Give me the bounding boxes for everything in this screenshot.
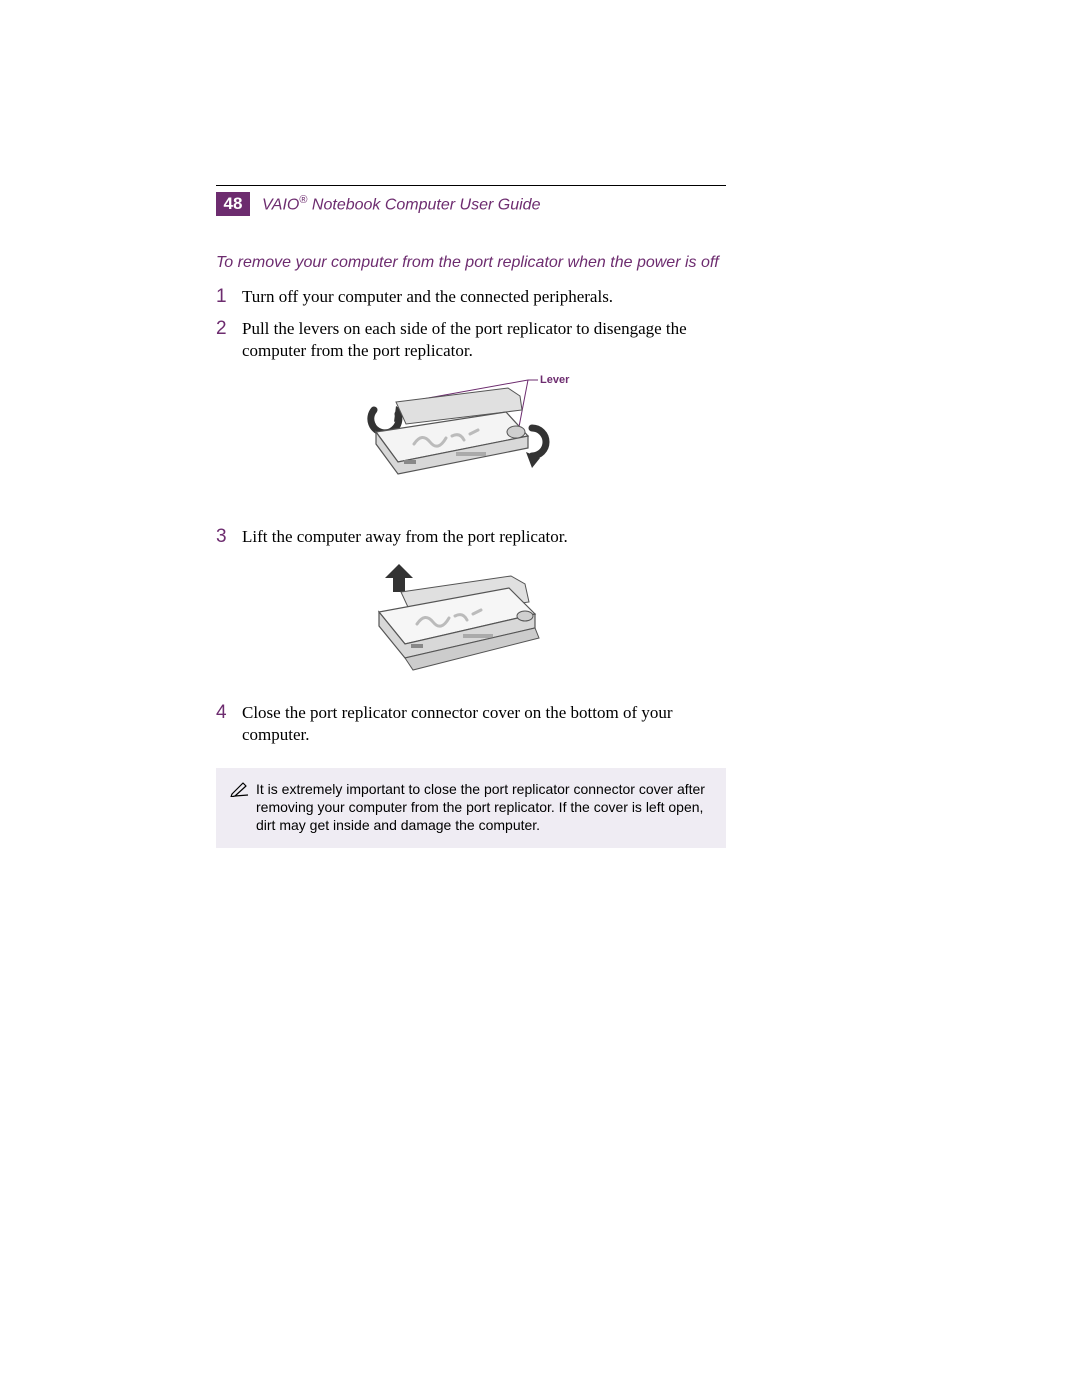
- lever-label: Lever: [540, 374, 570, 386]
- figure-2: [216, 558, 726, 688]
- page-header: 48 VAIO® Notebook Computer User Guide: [216, 185, 726, 216]
- step-text: Turn off your computer and the connected…: [242, 286, 613, 308]
- figure-1: Lever: [216, 372, 726, 512]
- step-text: Close the port replicator connector cove…: [242, 702, 726, 746]
- step-text: Lift the computer away from the port rep…: [242, 526, 568, 548]
- step-number: 2: [216, 318, 242, 362]
- step-number: 3: [216, 526, 242, 548]
- step-number: 4: [216, 702, 242, 746]
- note-box: It is extremely important to close the p…: [216, 768, 726, 848]
- laptop-replicator-illustration-1: Lever: [356, 372, 586, 512]
- laptop-replicator-illustration-2: [361, 558, 581, 688]
- page-number-badge: 48: [216, 192, 250, 216]
- step-4: 4 Close the port replicator connector co…: [216, 702, 726, 746]
- step-1: 1 Turn off your computer and the connect…: [216, 286, 726, 308]
- section-heading: To remove your computer from the port re…: [216, 254, 726, 272]
- note-icon: [230, 781, 252, 834]
- step-2: 2 Pull the levers on each side of the po…: [216, 318, 726, 362]
- title-prefix: VAIO: [262, 196, 299, 213]
- step-3: 3 Lift the computer away from the port r…: [216, 526, 726, 548]
- note-text: It is extremely important to close the p…: [256, 780, 710, 834]
- header-title: VAIO® Notebook Computer User Guide: [262, 194, 540, 214]
- content-area: 48 VAIO® Notebook Computer User Guide To…: [216, 185, 726, 848]
- title-rest: Notebook Computer User Guide: [307, 196, 540, 213]
- manual-page: 48 VAIO® Notebook Computer User Guide To…: [0, 0, 1080, 1397]
- step-number: 1: [216, 286, 242, 308]
- step-text: Pull the levers on each side of the port…: [242, 318, 726, 362]
